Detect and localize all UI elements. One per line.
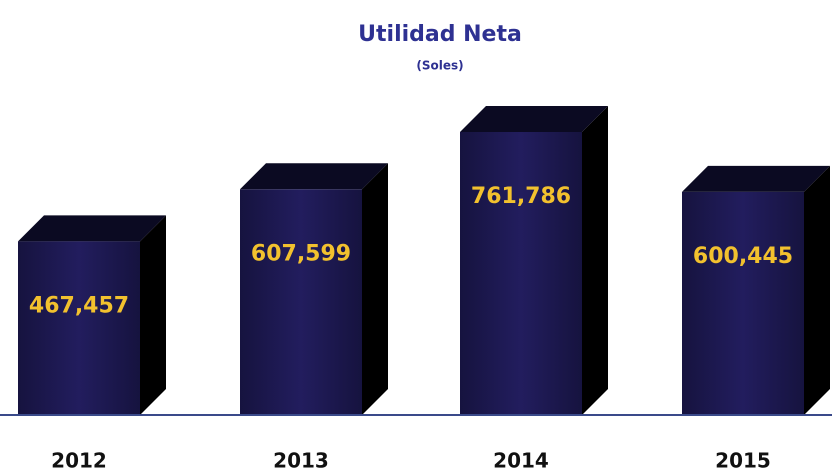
x-tick-label: 2012 bbox=[51, 449, 107, 473]
bar-top bbox=[460, 106, 608, 132]
bar bbox=[682, 191, 804, 415]
bar-side bbox=[140, 215, 166, 415]
x-tick-label: 2015 bbox=[715, 449, 771, 473]
bar bbox=[460, 132, 582, 415]
bar-side bbox=[582, 106, 608, 415]
chart-title: Utilidad Neta bbox=[358, 22, 522, 47]
bar-side bbox=[804, 165, 830, 415]
data-label: 761,786 bbox=[471, 184, 571, 209]
bar-top bbox=[682, 165, 830, 192]
data-label: 607,599 bbox=[251, 241, 351, 266]
bar bbox=[18, 241, 140, 415]
bar-top bbox=[18, 215, 166, 242]
chart-subtitle: (Soles) bbox=[416, 59, 463, 73]
x-tick-label: 2013 bbox=[273, 449, 329, 473]
bar-top bbox=[240, 163, 388, 190]
x-tick-label: 2014 bbox=[493, 449, 549, 473]
data-label: 600,445 bbox=[693, 244, 793, 269]
data-label: 467,457 bbox=[29, 293, 129, 318]
bar bbox=[240, 189, 362, 415]
bar-side bbox=[362, 163, 388, 415]
